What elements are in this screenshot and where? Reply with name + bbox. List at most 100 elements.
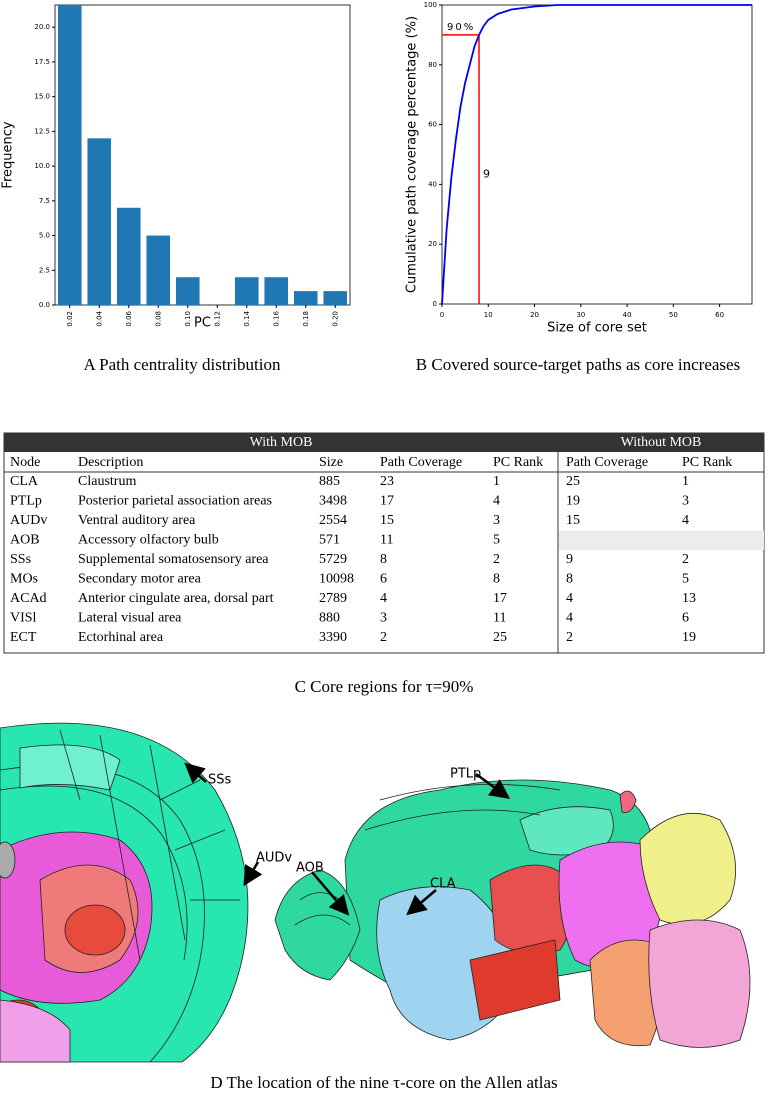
table-cell: 13 — [682, 591, 696, 606]
table-cell: 11 — [380, 532, 393, 547]
caption: C Core regions for τ=90% — [295, 677, 474, 696]
y-tick-label: 0 — [433, 300, 437, 308]
x-tick-label: 0 — [440, 311, 444, 319]
table-group: Without MOB — [621, 435, 702, 450]
y-tick-label: 5.0 — [39, 232, 50, 240]
table-cell: SSs — [10, 552, 31, 567]
x-tick-label: 0.14 — [243, 310, 251, 326]
y-tick-label: 12.5 — [34, 127, 50, 135]
table-cell: 15 — [380, 513, 394, 528]
table-cell: 5 — [682, 571, 689, 586]
table-cell: Accessory olfactory bulb — [78, 532, 219, 547]
line — [441, 4, 752, 305]
plot-frame — [54, 4, 351, 306]
bar — [146, 235, 171, 305]
table-header: PC Rank — [493, 455, 543, 470]
y-axis-label: Cumulative path coverage percentage (%) — [405, 16, 420, 293]
table-cell: 9 — [566, 552, 573, 567]
x-tick-label: 0.16 — [272, 310, 280, 326]
table-cell: 4 — [682, 513, 689, 528]
table-cell: 4 — [566, 591, 573, 606]
arrow — [184, 762, 207, 784]
table-cell: PTLp — [10, 493, 42, 508]
table-cell: 5729 — [319, 552, 347, 567]
bar — [57, 5, 82, 305]
plot-frame — [441, 4, 753, 305]
table-cell: ACAd — [10, 591, 47, 606]
table-cell: 10098 — [319, 571, 354, 586]
bar — [293, 291, 318, 305]
table-cell: Claustrum — [78, 474, 136, 489]
table-header: Path Coverage — [566, 455, 648, 470]
annotation: 9 — [483, 168, 490, 181]
table-cell: CLA — [10, 474, 39, 489]
table-cell: Supplemental somatosensory area — [78, 552, 269, 567]
bar — [234, 277, 259, 305]
table-cell: VISl — [10, 610, 37, 625]
y-tick-label: 15.0 — [34, 93, 50, 101]
atlas-label: AOB — [296, 861, 324, 876]
table-cell: 8 — [493, 571, 500, 586]
x-tick-label: 0.06 — [125, 310, 133, 326]
table-cell: 8 — [380, 552, 387, 567]
table-cell: AOB — [10, 532, 40, 547]
x-tick-label: 0.20 — [331, 311, 339, 327]
table-cell: Anterior cingulate area, dorsal part — [78, 591, 274, 606]
x-axis-label: Size of core set — [547, 321, 647, 336]
table-cell: Lateral visual area — [78, 610, 182, 625]
table-cell: 1 — [493, 474, 500, 489]
x-tick-label: 0.08 — [154, 311, 162, 327]
x-tick-label: 30 — [576, 311, 585, 319]
table-cell: 17 — [493, 591, 507, 606]
table-cell: 15 — [566, 513, 580, 528]
table-header: Description — [78, 455, 143, 470]
table-header: Path Coverage — [380, 455, 462, 470]
table-header: Node — [10, 455, 40, 470]
table-cell: MOs — [10, 571, 38, 586]
y-axis-label: Frequency — [1, 121, 16, 188]
y-tick-label: 80 — [428, 61, 437, 69]
table-header: PC Rank — [682, 455, 732, 470]
table-cell: 1 — [682, 474, 689, 489]
x-axis-label: PC — [194, 316, 211, 331]
table-cell: 3 — [380, 610, 387, 625]
x-tick-label: 20 — [530, 311, 539, 319]
table-cell: 6 — [380, 571, 387, 586]
table-group: With MOB — [250, 435, 313, 450]
table-cell: 17 — [380, 493, 394, 508]
table-cell: 23 — [380, 474, 394, 489]
atlas-label: AUDv — [256, 851, 292, 866]
table-cell: 2 — [682, 552, 689, 567]
arrow — [243, 861, 263, 887]
y-tick-label: 20 — [428, 240, 437, 248]
x-tick-label: 0.02 — [66, 311, 74, 327]
y-tick-label: 17.5 — [34, 58, 50, 66]
table-cell: 880 — [319, 610, 340, 625]
table-cell: 4 — [380, 591, 387, 606]
y-tick-label: 10.0 — [34, 162, 50, 170]
x-tick-label: 0.04 — [95, 310, 103, 326]
x-tick-label: 40 — [623, 311, 632, 319]
table-cell: 3498 — [319, 493, 347, 508]
table-cell: AUDv — [10, 513, 47, 528]
y-tick-label: 2.5 — [39, 266, 50, 274]
bar — [264, 277, 289, 305]
table-cell: 19 — [682, 630, 696, 645]
table-cell: Ventral auditory area — [78, 513, 196, 528]
x-tick-label: 0.10 — [184, 311, 192, 327]
table-cell: 2554 — [319, 513, 347, 528]
x-tick-label: 10 — [484, 311, 493, 319]
x-tick-label: 0.12 — [213, 311, 221, 327]
table-cell: 8 — [566, 571, 573, 586]
caption: D The location of the nine τ-core on the… — [210, 1073, 557, 1092]
atlas-label: CLA — [430, 877, 456, 892]
empty-cell — [676, 530, 764, 550]
y-tick-label: 60 — [428, 121, 437, 129]
table-cell: Ectorhinal area — [78, 630, 164, 645]
caption: B Covered source-target paths as core in… — [416, 355, 740, 374]
annotation: 90% — [447, 22, 475, 33]
y-tick-label: 7.5 — [39, 197, 50, 205]
atlas-coronal — [0, 722, 249, 1063]
arrow — [406, 889, 437, 916]
x-tick-label: 0.18 — [302, 311, 310, 327]
